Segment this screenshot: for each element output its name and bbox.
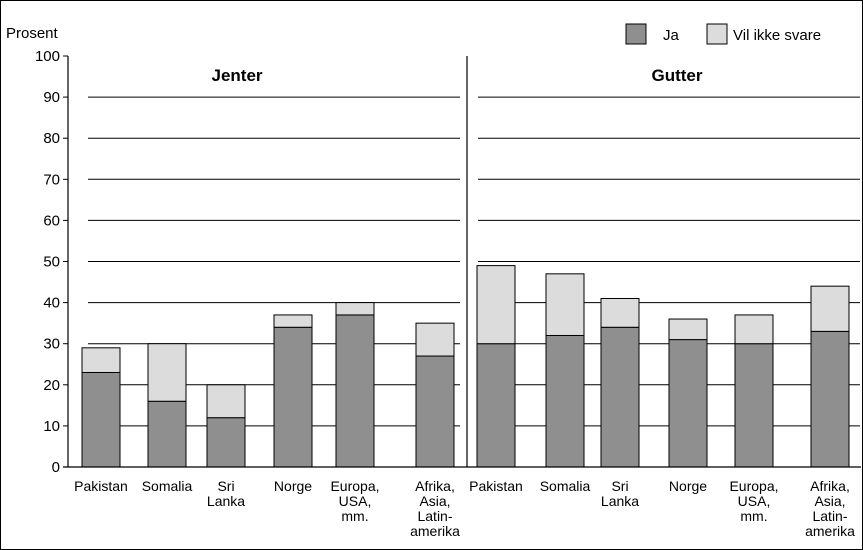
y-tick-label-40: 40 bbox=[43, 295, 60, 312]
bar-gutter-5-vil-ikke-svare bbox=[734, 314, 774, 345]
y-tick-label-0: 0 bbox=[52, 459, 60, 476]
x-tick-label-line: Norge bbox=[274, 478, 312, 494]
bar-jenter-5-ja bbox=[335, 314, 375, 468]
y-tick-label-80: 80 bbox=[43, 130, 60, 147]
x-tick-label-line: Pakistan bbox=[469, 478, 523, 494]
x-tick-label-jenter-4: Norge bbox=[274, 478, 312, 494]
bar-gutter-1-vil-ikke-svare bbox=[476, 265, 516, 345]
x-tick-label-line: Latin- bbox=[812, 508, 847, 524]
x-tick-label-line: Norge bbox=[669, 478, 707, 494]
x-tick-label-jenter-1: Pakistan bbox=[74, 478, 128, 494]
x-tick-label-gutter-5: Europa, USA, mm. bbox=[729, 478, 778, 524]
x-tick-label-line: Europa, bbox=[729, 478, 778, 494]
x-tick-label-jenter-3: Sri Lanka bbox=[207, 478, 245, 509]
axis-layer: 0 10 20 30 40 50 60 70 80 90 100 Pakistan Somalia Sri… bbox=[35, 48, 861, 539]
bar-gutter-4-ja bbox=[668, 339, 708, 468]
bar-jenter-1-vil-ikke-svare bbox=[81, 347, 121, 373]
bar-gutter-3-vil-ikke-svare bbox=[600, 297, 640, 328]
x-tick-label-gutter-2: Somalia bbox=[540, 478, 591, 494]
bar-jenter-2-ja bbox=[147, 400, 187, 468]
bar-gutter-4-vil-ikke-svare bbox=[668, 318, 708, 341]
x-tick-label-line: Asia, bbox=[814, 493, 845, 509]
x-tick-label-line: mm. bbox=[740, 508, 767, 524]
x-tick-label-line: Asia, bbox=[419, 493, 450, 509]
x-tick-label-gutter-4: Norge bbox=[669, 478, 707, 494]
x-tick-label-line: Pakistan bbox=[74, 478, 128, 494]
legend: Ja Vil ikke svare bbox=[625, 23, 821, 45]
x-tick-label-line: Latin- bbox=[417, 508, 452, 524]
bar-jenter-1-ja bbox=[81, 371, 121, 468]
legend-label-ja: Ja bbox=[663, 27, 680, 44]
panel-title-jenter: Jenter bbox=[211, 66, 262, 85]
x-tick-label-line: Somalia bbox=[540, 478, 591, 494]
y-tick-label-60: 60 bbox=[43, 212, 60, 229]
bar-gutter-6-ja bbox=[810, 330, 850, 468]
x-tick-label-line: USA, bbox=[339, 493, 372, 509]
y-tick-label-20: 20 bbox=[43, 377, 60, 394]
x-tick-label-line: Lanka bbox=[601, 493, 639, 509]
legend-swatch-vil-ikke-svare bbox=[706, 23, 728, 45]
x-tick-label-gutter-1: Pakistan bbox=[469, 478, 523, 494]
x-tick-label-line: mm. bbox=[341, 508, 368, 524]
legend-swatch-ja bbox=[625, 23, 647, 45]
bar-jenter-4-ja bbox=[273, 326, 313, 468]
bar-gutter-1-ja bbox=[476, 343, 516, 468]
bar-jenter-5-vil-ikke-svare bbox=[335, 302, 375, 316]
bar-jenter-3-ja bbox=[206, 417, 246, 468]
x-tick-label-gutter-6: Afrika, Asia, Latin-amerika bbox=[805, 478, 855, 539]
bars-layer bbox=[81, 265, 850, 468]
y-tick-label-10: 10 bbox=[43, 418, 60, 435]
y-tick-label-70: 70 bbox=[43, 171, 60, 188]
x-tick-label-line: Afrika, bbox=[415, 478, 455, 494]
bar-gutter-3-ja bbox=[600, 326, 640, 468]
y-tick-label-30: 30 bbox=[43, 336, 60, 353]
x-tick-label-line: Afrika, bbox=[810, 478, 850, 494]
x-tick-label-jenter-5: Europa, USA, mm. bbox=[330, 478, 379, 524]
bar-jenter-3-vil-ikke-svare bbox=[206, 384, 246, 419]
bar-gutter-5-ja bbox=[734, 343, 774, 468]
x-tick-label-line: Somalia bbox=[142, 478, 193, 494]
grid-layer bbox=[88, 96, 860, 427]
x-tick-label-line: USA, bbox=[738, 493, 771, 509]
x-tick-label-line: Sri bbox=[217, 478, 234, 494]
x-tick-label-line: Europa, bbox=[330, 478, 379, 494]
x-tick-label-line: amerika bbox=[805, 523, 855, 539]
panel-title-gutter: Gutter bbox=[652, 66, 703, 85]
x-tick-label-gutter-3: Sri Lanka bbox=[601, 478, 639, 509]
y-tick-label-90: 90 bbox=[43, 89, 60, 106]
y-tick-label-100: 100 bbox=[35, 48, 60, 65]
x-tick-label-line: Sri bbox=[611, 478, 628, 494]
y-axis-label: Prosent bbox=[6, 25, 59, 42]
bar-jenter-6-ja bbox=[415, 355, 455, 468]
bar-jenter-2-vil-ikke-svare bbox=[147, 343, 187, 402]
y-tick-label-50: 50 bbox=[43, 254, 60, 271]
bar-jenter-4-vil-ikke-svare bbox=[273, 314, 313, 328]
bar-jenter-6-vil-ikke-svare bbox=[415, 322, 455, 357]
x-tick-label-line: Lanka bbox=[207, 493, 245, 509]
x-tick-label-line: amerika bbox=[410, 523, 460, 539]
bar-gutter-2-ja bbox=[545, 334, 585, 468]
legend-label-vil-ikke-svare: Vil ikke svare bbox=[733, 27, 821, 44]
x-tick-label-jenter-6: Afrika, Asia, Latin-amerika bbox=[410, 478, 460, 539]
bar-gutter-6-vil-ikke-svare bbox=[810, 285, 850, 332]
x-tick-label-jenter-2: Somalia bbox=[142, 478, 193, 494]
bar-gutter-2-vil-ikke-svare bbox=[545, 273, 585, 336]
